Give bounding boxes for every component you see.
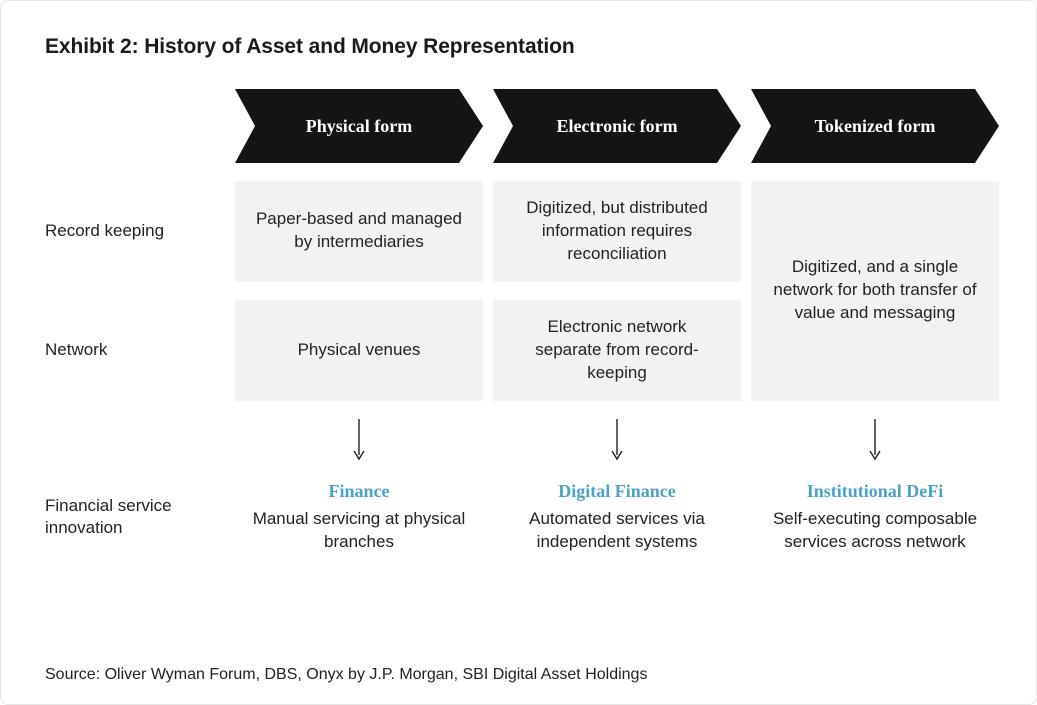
box-record-electronic: Digitized, but distributed information r… [493,181,741,282]
chevron-label: Electronic form [556,116,677,137]
arrow-down-icon [493,419,741,463]
innovation-electronic: Digital Finance Automated services via i… [493,481,741,554]
innovation-tokenized: Institutional DeFi Self-executing compos… [751,481,999,554]
diagram-grid: Physical form Electronic form Tokenized … [45,89,992,554]
chevron-label: Physical form [306,116,412,137]
innovation-desc: Self-executing composable services acros… [751,508,999,554]
header-spacer [45,89,225,163]
box-network-electronic: Electronic network separate from record-… [493,300,741,401]
innovation-title: Digital Finance [493,481,741,502]
row-label-network: Network [45,300,225,401]
row-label-record-keeping: Record keeping [45,181,225,282]
innovation-physical: Finance Manual servicing at physical bra… [235,481,483,554]
source-line: Source: Oliver Wyman Forum, DBS, Onyx by… [45,666,647,684]
chevron-tokenized: Tokenized form [751,89,999,163]
innovation-desc: Automated services via independent syste… [493,508,741,554]
exhibit-title: Exhibit 2: History of Asset and Money Re… [45,35,992,59]
chevron-label: Tokenized form [815,116,936,137]
exhibit-frame: Exhibit 2: History of Asset and Money Re… [0,0,1037,705]
innovation-title: Institutional DeFi [751,481,999,502]
box-network-physical: Physical venues [235,300,483,401]
row-label-innovation: Financial service innovation [45,481,225,554]
chevron-physical: Physical form [235,89,483,163]
innovation-desc: Manual servicing at physical branches [235,508,483,554]
box-tokenized-merged: Digitized, and a single network for both… [751,181,999,401]
chevron-electronic: Electronic form [493,89,741,163]
innovation-title: Finance [235,481,483,502]
arrow-down-icon [751,419,999,463]
arrow-spacer [45,419,225,463]
arrow-down-icon [235,419,483,463]
box-record-physical: Paper-based and managed by intermediarie… [235,181,483,282]
